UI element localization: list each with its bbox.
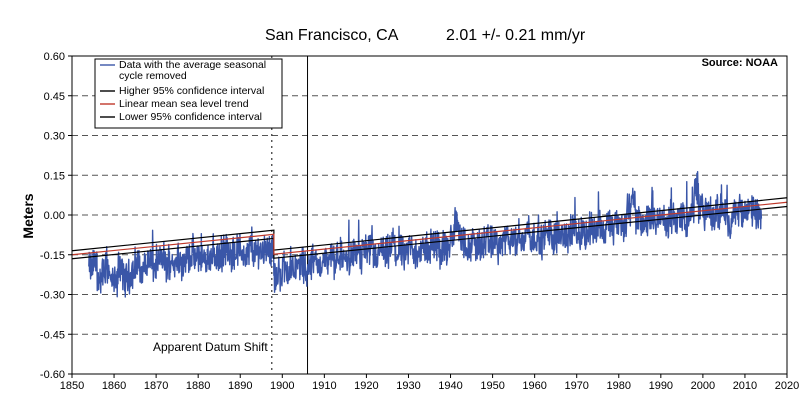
y-tick-label: 0.45 xyxy=(44,91,65,103)
plot-border xyxy=(71,55,788,375)
x-tick-label: 1930 xyxy=(396,380,420,392)
x-tick-label: 1920 xyxy=(354,380,378,392)
chart-subtitle: 2.01 +/- 0.21 mm/yr xyxy=(446,27,586,44)
legend: Data with the average seasonal cycle remo… xyxy=(94,58,283,129)
x-tick-label: 1890 xyxy=(228,380,252,392)
x-tick-label: 1870 xyxy=(144,380,168,392)
y-tick-label: -0.30 xyxy=(40,290,65,302)
legend-label: Lower 95% confidence interval xyxy=(119,111,262,123)
datum-shift-annotation: Apparent Datum Shift xyxy=(153,340,268,354)
x-tick-label: 2000 xyxy=(691,380,715,392)
legend-box xyxy=(94,58,283,129)
series-data-line xyxy=(88,171,763,298)
x-tick-label: 2010 xyxy=(733,380,757,392)
y-tick-label: -0.60 xyxy=(40,369,65,381)
x-tick-label: 1950 xyxy=(480,380,504,392)
y-axis-label: Meters xyxy=(20,193,36,238)
x-tick-label: 1980 xyxy=(607,380,631,392)
x-tick-label: 1960 xyxy=(522,380,546,392)
legend-label: Data with the average seasonal cycle remo… xyxy=(119,59,266,82)
x-tick-label: 2020 xyxy=(775,380,799,392)
legend-label: Linear mean sea level trend xyxy=(119,98,249,110)
x-tick-label: 1880 xyxy=(186,380,210,392)
x-tick-label: 1910 xyxy=(312,380,336,392)
source-label: Source: NOAA xyxy=(702,57,778,69)
y-tick-label: -0.15 xyxy=(40,250,65,262)
x-tick-label: 1900 xyxy=(270,380,294,392)
x-tick-label: 1850 xyxy=(60,380,84,392)
x-tick-label: 1860 xyxy=(102,380,126,392)
chart-title: San Francisco, CA xyxy=(265,27,399,44)
legend-label: Higher 95% confidence interval xyxy=(119,85,264,97)
y-tick-label: -0.45 xyxy=(40,329,65,341)
y-tick-label: 0.60 xyxy=(44,51,65,63)
y-tick-label: 0.15 xyxy=(44,170,65,182)
series-trend-line xyxy=(71,201,788,256)
x-tick-label: 1970 xyxy=(564,380,588,392)
y-tick-label: 0.30 xyxy=(44,131,65,143)
y-tick-label: 0.00 xyxy=(44,210,65,222)
x-tick-label: 1990 xyxy=(649,380,673,392)
x-tick-label: 1940 xyxy=(438,380,462,392)
